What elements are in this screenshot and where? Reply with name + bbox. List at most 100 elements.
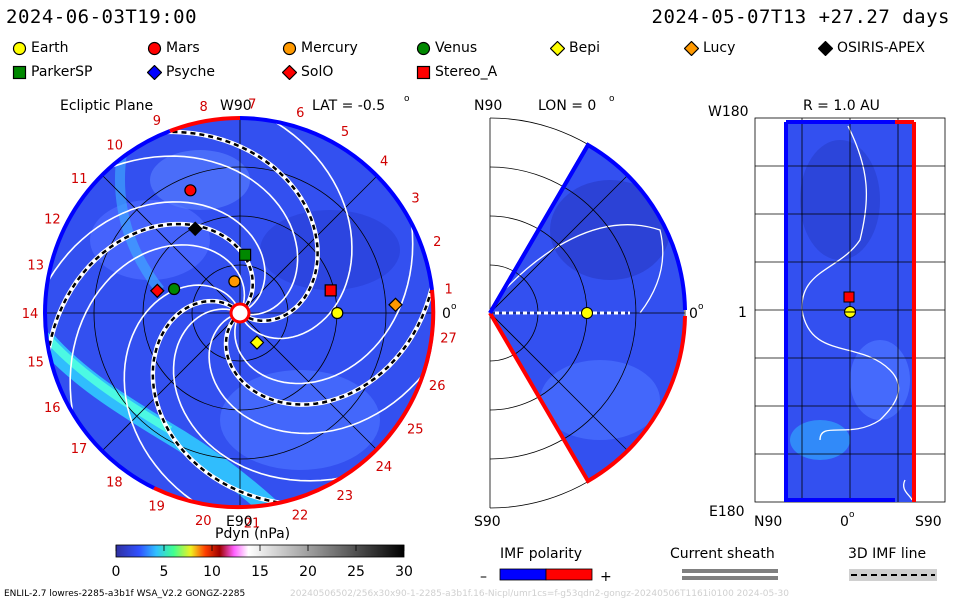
lon-degree: o bbox=[609, 94, 615, 104]
simulation-time: 2024-06-03T19:00 bbox=[6, 6, 198, 28]
carrington-label: 25 bbox=[407, 423, 424, 438]
legend-item-mercury: Mercury bbox=[282, 40, 358, 56]
carrington-label: 27 bbox=[440, 332, 457, 347]
legend-label: Bepi bbox=[569, 40, 600, 56]
carrington-label: 21 bbox=[244, 517, 261, 532]
legend-label: SolO bbox=[301, 64, 334, 80]
carrington-label: 1 bbox=[444, 283, 452, 298]
legend-item-venus: Venus bbox=[416, 40, 477, 56]
imf-plus: + bbox=[600, 569, 612, 585]
meridional-n90: N90 bbox=[474, 98, 502, 114]
carrington-label: 14 bbox=[22, 307, 39, 322]
legend-label: ParkerSP bbox=[31, 64, 93, 80]
legend-diamond-icon bbox=[550, 40, 565, 56]
legend-item-mars: Mars bbox=[147, 40, 200, 56]
carrington-label: 12 bbox=[44, 213, 61, 228]
lat-degree: o bbox=[404, 94, 410, 104]
legend-label: Psyche bbox=[166, 64, 215, 80]
mercury-marker bbox=[228, 275, 241, 288]
earth-marker bbox=[331, 306, 344, 320]
legend-circle-icon bbox=[147, 41, 162, 55]
reference-time: 2024-05-07T13 +27.27 days bbox=[651, 6, 950, 28]
w90-label: W90 bbox=[220, 98, 252, 114]
legend-item-solo: SolO bbox=[282, 64, 333, 80]
carrington-label: 15 bbox=[27, 355, 44, 370]
e90-label: E90 bbox=[226, 514, 253, 530]
sun-marker bbox=[229, 302, 251, 324]
legend-label: Venus bbox=[435, 40, 478, 56]
legend-diamond-icon bbox=[818, 40, 833, 56]
imf-positive-swatch bbox=[545, 568, 593, 581]
carrington-label: 5 bbox=[341, 125, 349, 140]
imf-minus: – bbox=[480, 569, 487, 585]
solo-marker bbox=[149, 283, 165, 299]
osiris-apex-marker bbox=[187, 221, 203, 237]
lon-label: LON = 0 bbox=[538, 98, 596, 114]
colorbar-tick: 10 bbox=[203, 564, 221, 580]
radial-zero-label: 0 bbox=[840, 514, 849, 530]
carrington-label: 22 bbox=[292, 508, 309, 523]
legend-square-icon bbox=[416, 65, 431, 79]
legend-item-stereo-a: Stereo_A bbox=[416, 64, 497, 80]
carrington-label: 17 bbox=[71, 442, 88, 457]
bepi-marker bbox=[249, 335, 265, 350]
radial-e180: E180 bbox=[709, 504, 745, 520]
legend-circle-icon bbox=[12, 41, 27, 55]
legend-item-osiris-apex: OSIRIS-APEX bbox=[818, 40, 925, 56]
imf3d-label: 3D IMF line bbox=[848, 546, 926, 562]
imf-negative-swatch bbox=[499, 568, 547, 581]
legend-diamond-icon bbox=[282, 64, 297, 80]
carrington-label: 11 bbox=[71, 172, 88, 187]
meridional-zero-label: 0 bbox=[689, 306, 698, 322]
parkersp-marker bbox=[239, 248, 252, 261]
legend-circle-icon bbox=[282, 41, 297, 55]
radial-s90: S90 bbox=[915, 514, 942, 530]
legend-item-psyche: Psyche bbox=[147, 64, 215, 80]
carrington-label: 16 bbox=[44, 401, 61, 416]
colorbar-tick: 25 bbox=[347, 564, 365, 580]
colorbar-tick: 30 bbox=[395, 564, 413, 580]
carrington-label: 13 bbox=[27, 258, 44, 273]
colorbar-tick: 0 bbox=[112, 564, 121, 580]
legend-label: Mercury bbox=[301, 40, 358, 56]
ecliptic-title: Ecliptic Plane bbox=[60, 98, 153, 114]
legend-item-lucy: Lucy bbox=[684, 40, 735, 56]
ecliptic-zero-label: 0 bbox=[442, 306, 451, 322]
carrington-label: 4 bbox=[380, 154, 388, 169]
legend-item-parkersp: ParkerSP bbox=[12, 64, 92, 80]
legend-diamond-icon bbox=[684, 40, 699, 56]
legend-label: Stereo_A bbox=[435, 64, 498, 80]
carrington-label: 3 bbox=[411, 192, 419, 207]
radial-panel bbox=[754, 117, 946, 503]
carrington-label: 2 bbox=[433, 235, 441, 250]
colorbar-tick: 5 bbox=[160, 564, 169, 580]
carrington-label: 24 bbox=[376, 460, 393, 475]
carrington-label: 20 bbox=[195, 514, 212, 529]
legend-label: Lucy bbox=[703, 40, 736, 56]
current-sheath-swatch bbox=[682, 569, 778, 573]
lat-label: LAT = -0.5 bbox=[312, 98, 385, 114]
legend-circle-icon bbox=[416, 41, 431, 55]
carrington-label: 10 bbox=[106, 139, 123, 154]
legend-item-bepi: Bepi bbox=[550, 40, 600, 56]
colorbar-tick: 15 bbox=[251, 564, 269, 580]
carrington-label: 8 bbox=[199, 100, 207, 115]
meridional-s90: S90 bbox=[474, 514, 501, 530]
radial-one-label: 1 bbox=[738, 305, 747, 321]
meridional-zero-degree: o bbox=[698, 302, 704, 312]
colorbar-tick: 20 bbox=[299, 564, 317, 580]
earth-marker-meridional bbox=[581, 307, 593, 319]
carrington-label: 19 bbox=[148, 500, 165, 515]
radial-title: R = 1.0 AU bbox=[803, 98, 880, 114]
legend-label: OSIRIS-APEX bbox=[837, 40, 925, 56]
ecliptic-zero-degree: o bbox=[451, 302, 457, 312]
carrington-label: 23 bbox=[337, 489, 354, 504]
stereo-a-marker-radial bbox=[843, 291, 855, 303]
radial-n90: N90 bbox=[754, 514, 782, 530]
carrington-label: 7 bbox=[248, 97, 256, 112]
radial-w180: W180 bbox=[708, 104, 749, 120]
carrington-label: 26 bbox=[429, 379, 446, 394]
footer-file-id: 20240506502/256x30x90-1-2285-a3b1f.16-Ni… bbox=[290, 589, 789, 599]
